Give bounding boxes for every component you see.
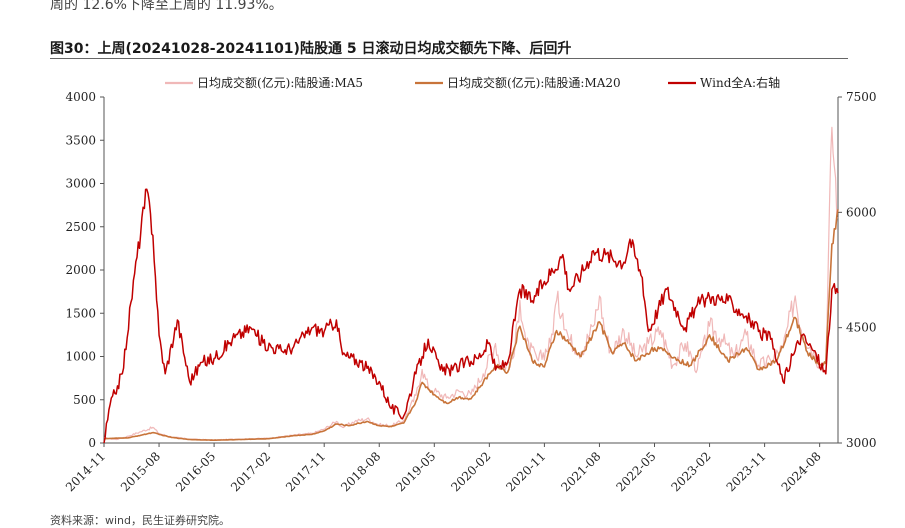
x-tick-label: 2020-11 [503, 449, 548, 494]
left-tick-label: 3000 [65, 177, 96, 191]
x-tick-label: 2024-08 [779, 449, 824, 494]
left-tick-label: 3500 [65, 133, 96, 147]
x-tick-label: 2017-11 [283, 449, 328, 494]
data-source: 资料来源：wind，民生证券研究院。 [50, 514, 231, 527]
x-tick-label: 2023-11 [724, 449, 769, 494]
legend-label-ma20: 日均成交额(亿元):陆股通:MA20 [447, 75, 621, 90]
series-line-ma5 [103, 126, 839, 441]
x-tick-label: 2020-02 [448, 449, 493, 494]
x-tick-label: 2015-08 [118, 449, 163, 494]
figure-title: 图30：上周(20241028-20241101)陆股通 5 日滚动日均成交额先… [50, 41, 572, 57]
right-tick-label: 4500 [846, 321, 877, 335]
x-tick-label: 2017-02 [228, 449, 273, 494]
legend-label-wind-a: Wind全A:右轴 [700, 75, 780, 90]
left-tick-label: 2000 [65, 263, 96, 277]
x-tick-label: 2016-05 [173, 449, 218, 494]
x-tick-label: 2021-08 [558, 449, 603, 494]
x-tick-label: 2014-11 [63, 449, 108, 494]
x-tick-label: 2022-05 [613, 449, 658, 494]
legend-label-ma5: 日均成交额(亿元):陆股通:MA5 [197, 75, 363, 90]
x-tick-label: 2019-05 [393, 449, 438, 494]
right-tick-label: 6000 [846, 205, 877, 219]
x-tick-label: 2023-02 [669, 449, 714, 494]
left-tick-label: 2500 [65, 220, 96, 234]
chart-legend: 日均成交额(亿元):陆股通:MA5 日均成交额(亿元):陆股通:MA20 Wind全… [165, 75, 780, 90]
right-tick-label: 7500 [846, 90, 877, 104]
series-line-ma20 [104, 209, 839, 441]
x-tick-label: 2018-08 [338, 449, 383, 494]
left-tick-label: 1500 [65, 306, 96, 320]
chart-axes: 0 500 1000 1500 2000 2500 3000 3500 4000 3000 4500… [63, 90, 877, 494]
left-tick-label: 500 [73, 393, 96, 407]
intro-text: 周的 12.6%下降至上周的 11.93%。 [50, 0, 283, 13]
title-divider [50, 58, 848, 59]
trading-volume-chart: 0 500 1000 1500 2000 2500 3000 3500 4000 3000 4500… [63, 75, 877, 494]
right-tick-label: 3000 [846, 436, 877, 450]
series-line-wind-a [103, 188, 839, 444]
left-tick-label: 4000 [65, 90, 96, 104]
series-layer [103, 126, 839, 444]
left-tick-label: 0 [88, 436, 96, 450]
left-tick-label: 1000 [65, 350, 96, 364]
